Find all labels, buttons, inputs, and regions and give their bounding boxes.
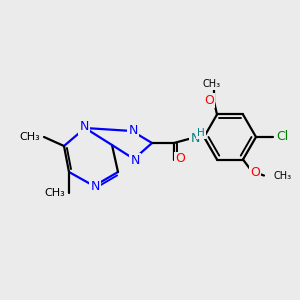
Text: CH₃: CH₃: [19, 132, 40, 142]
Text: H: H: [197, 128, 205, 138]
Text: N: N: [190, 131, 200, 145]
Text: CH₃: CH₃: [44, 188, 65, 198]
Text: O: O: [175, 152, 185, 166]
Text: O: O: [204, 94, 214, 107]
Text: CH₃: CH₃: [203, 80, 221, 89]
Text: N: N: [130, 154, 140, 166]
Text: N: N: [90, 181, 100, 194]
Text: N: N: [128, 124, 138, 136]
Text: Cl: Cl: [276, 130, 288, 143]
Text: N: N: [79, 121, 89, 134]
Text: O: O: [250, 166, 260, 179]
Text: CH₃: CH₃: [273, 170, 291, 181]
